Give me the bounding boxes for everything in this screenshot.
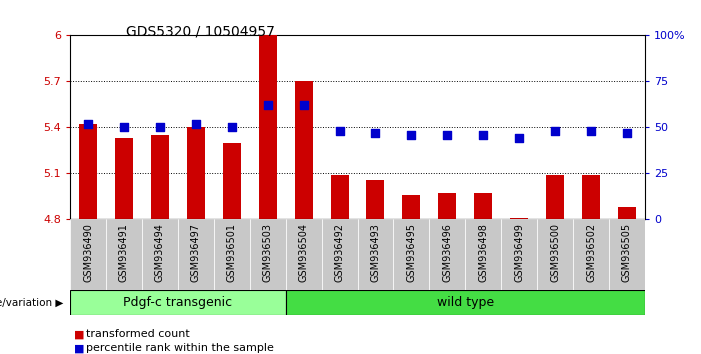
Bar [475,193,492,219]
Bar [142,219,178,290]
Bar [178,219,214,290]
Text: GSM936501: GSM936501 [226,223,237,282]
Bar [609,219,645,290]
Text: GSM936494: GSM936494 [155,223,165,282]
Text: GSM936502: GSM936502 [586,223,596,282]
Bar [322,219,358,290]
Bar [367,179,384,219]
Text: GSM936495: GSM936495 [407,223,416,282]
Text: GSM936503: GSM936503 [263,223,273,282]
Text: GSM936499: GSM936499 [514,223,524,282]
Text: GSM936504: GSM936504 [299,223,308,282]
Point [226,125,238,130]
Point [154,125,165,130]
Text: GSM936505: GSM936505 [622,223,632,282]
Point [334,128,345,134]
Bar [259,35,277,219]
Point [370,130,381,136]
Text: transformed count: transformed count [86,329,189,339]
Point [514,136,525,141]
Text: GSM936490: GSM936490 [83,223,93,282]
Bar [429,219,465,290]
Text: GSM936491: GSM936491 [119,223,129,282]
Text: genotype/variation ▶: genotype/variation ▶ [0,298,63,308]
Point [83,121,94,127]
Bar [393,219,429,290]
Bar [582,175,600,219]
Point [262,103,273,108]
Text: GSM936500: GSM936500 [550,223,560,282]
Point [477,132,489,138]
Bar [618,207,636,219]
Text: GSM936493: GSM936493 [370,223,381,282]
Point [118,125,130,130]
Bar [151,135,169,219]
Text: ■: ■ [74,329,84,339]
Bar [358,219,393,290]
Bar [115,138,133,219]
Bar [286,290,645,315]
Text: wild type: wild type [437,296,494,309]
Point [406,132,417,138]
Bar [537,219,573,290]
Point [190,121,201,127]
Point [621,130,632,136]
Point [298,103,309,108]
Bar [294,81,313,219]
Point [585,128,597,134]
Bar [106,219,142,290]
Bar [331,175,348,219]
Bar [438,193,456,219]
Bar [510,218,528,219]
Bar [79,124,97,219]
Bar [546,175,564,219]
Text: GSM936497: GSM936497 [191,223,201,282]
Bar [250,219,286,290]
Bar [501,219,537,290]
Text: GSM936498: GSM936498 [478,223,489,282]
Text: percentile rank within the sample: percentile rank within the sample [86,343,273,353]
Bar [223,143,240,219]
Point [550,128,561,134]
Bar [70,290,286,315]
Bar [402,195,421,219]
Text: GDS5320 / 10504957: GDS5320 / 10504957 [126,25,275,39]
Text: Pdgf-c transgenic: Pdgf-c transgenic [123,296,233,309]
Text: ■: ■ [74,343,84,353]
Bar [187,127,205,219]
Point [442,132,453,138]
Text: GSM936492: GSM936492 [334,223,345,282]
Bar [465,219,501,290]
Bar [214,219,250,290]
Text: GSM936496: GSM936496 [442,223,452,282]
Bar [70,219,106,290]
Bar [573,219,609,290]
Bar [286,219,322,290]
